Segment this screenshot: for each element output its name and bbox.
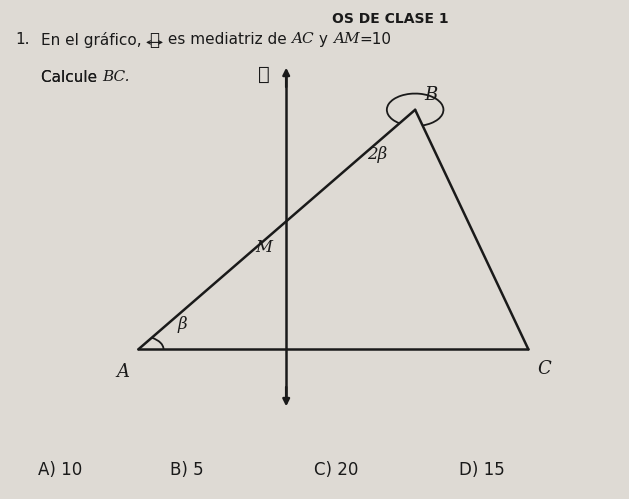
Text: B: B (424, 86, 438, 104)
Text: C) 20: C) 20 (314, 461, 359, 479)
Text: β: β (177, 316, 187, 333)
Text: A: A (116, 363, 129, 381)
Text: C: C (537, 360, 551, 378)
Text: B) 5: B) 5 (170, 461, 203, 479)
Text: y: y (314, 32, 333, 47)
Text: Calcule: Calcule (41, 70, 102, 85)
Text: es mediatriz de: es mediatriz de (163, 32, 291, 47)
Text: En el gráfico,: En el gráfico, (41, 32, 147, 48)
Text: 1.: 1. (16, 32, 30, 47)
Text: 2β: 2β (367, 146, 387, 163)
Text: AM: AM (333, 32, 359, 46)
Text: OS DE CLASE 1: OS DE CLASE 1 (331, 12, 448, 26)
Text: Calcule: Calcule (41, 70, 102, 85)
Text: ℒ: ℒ (150, 32, 160, 49)
Text: D) 15: D) 15 (459, 461, 505, 479)
Text: A) 10: A) 10 (38, 461, 82, 479)
Text: BC.: BC. (102, 70, 130, 84)
Text: ℒ: ℒ (259, 66, 270, 84)
Text: =10: =10 (359, 32, 391, 47)
Text: M: M (255, 239, 273, 255)
Text: AC: AC (291, 32, 314, 46)
